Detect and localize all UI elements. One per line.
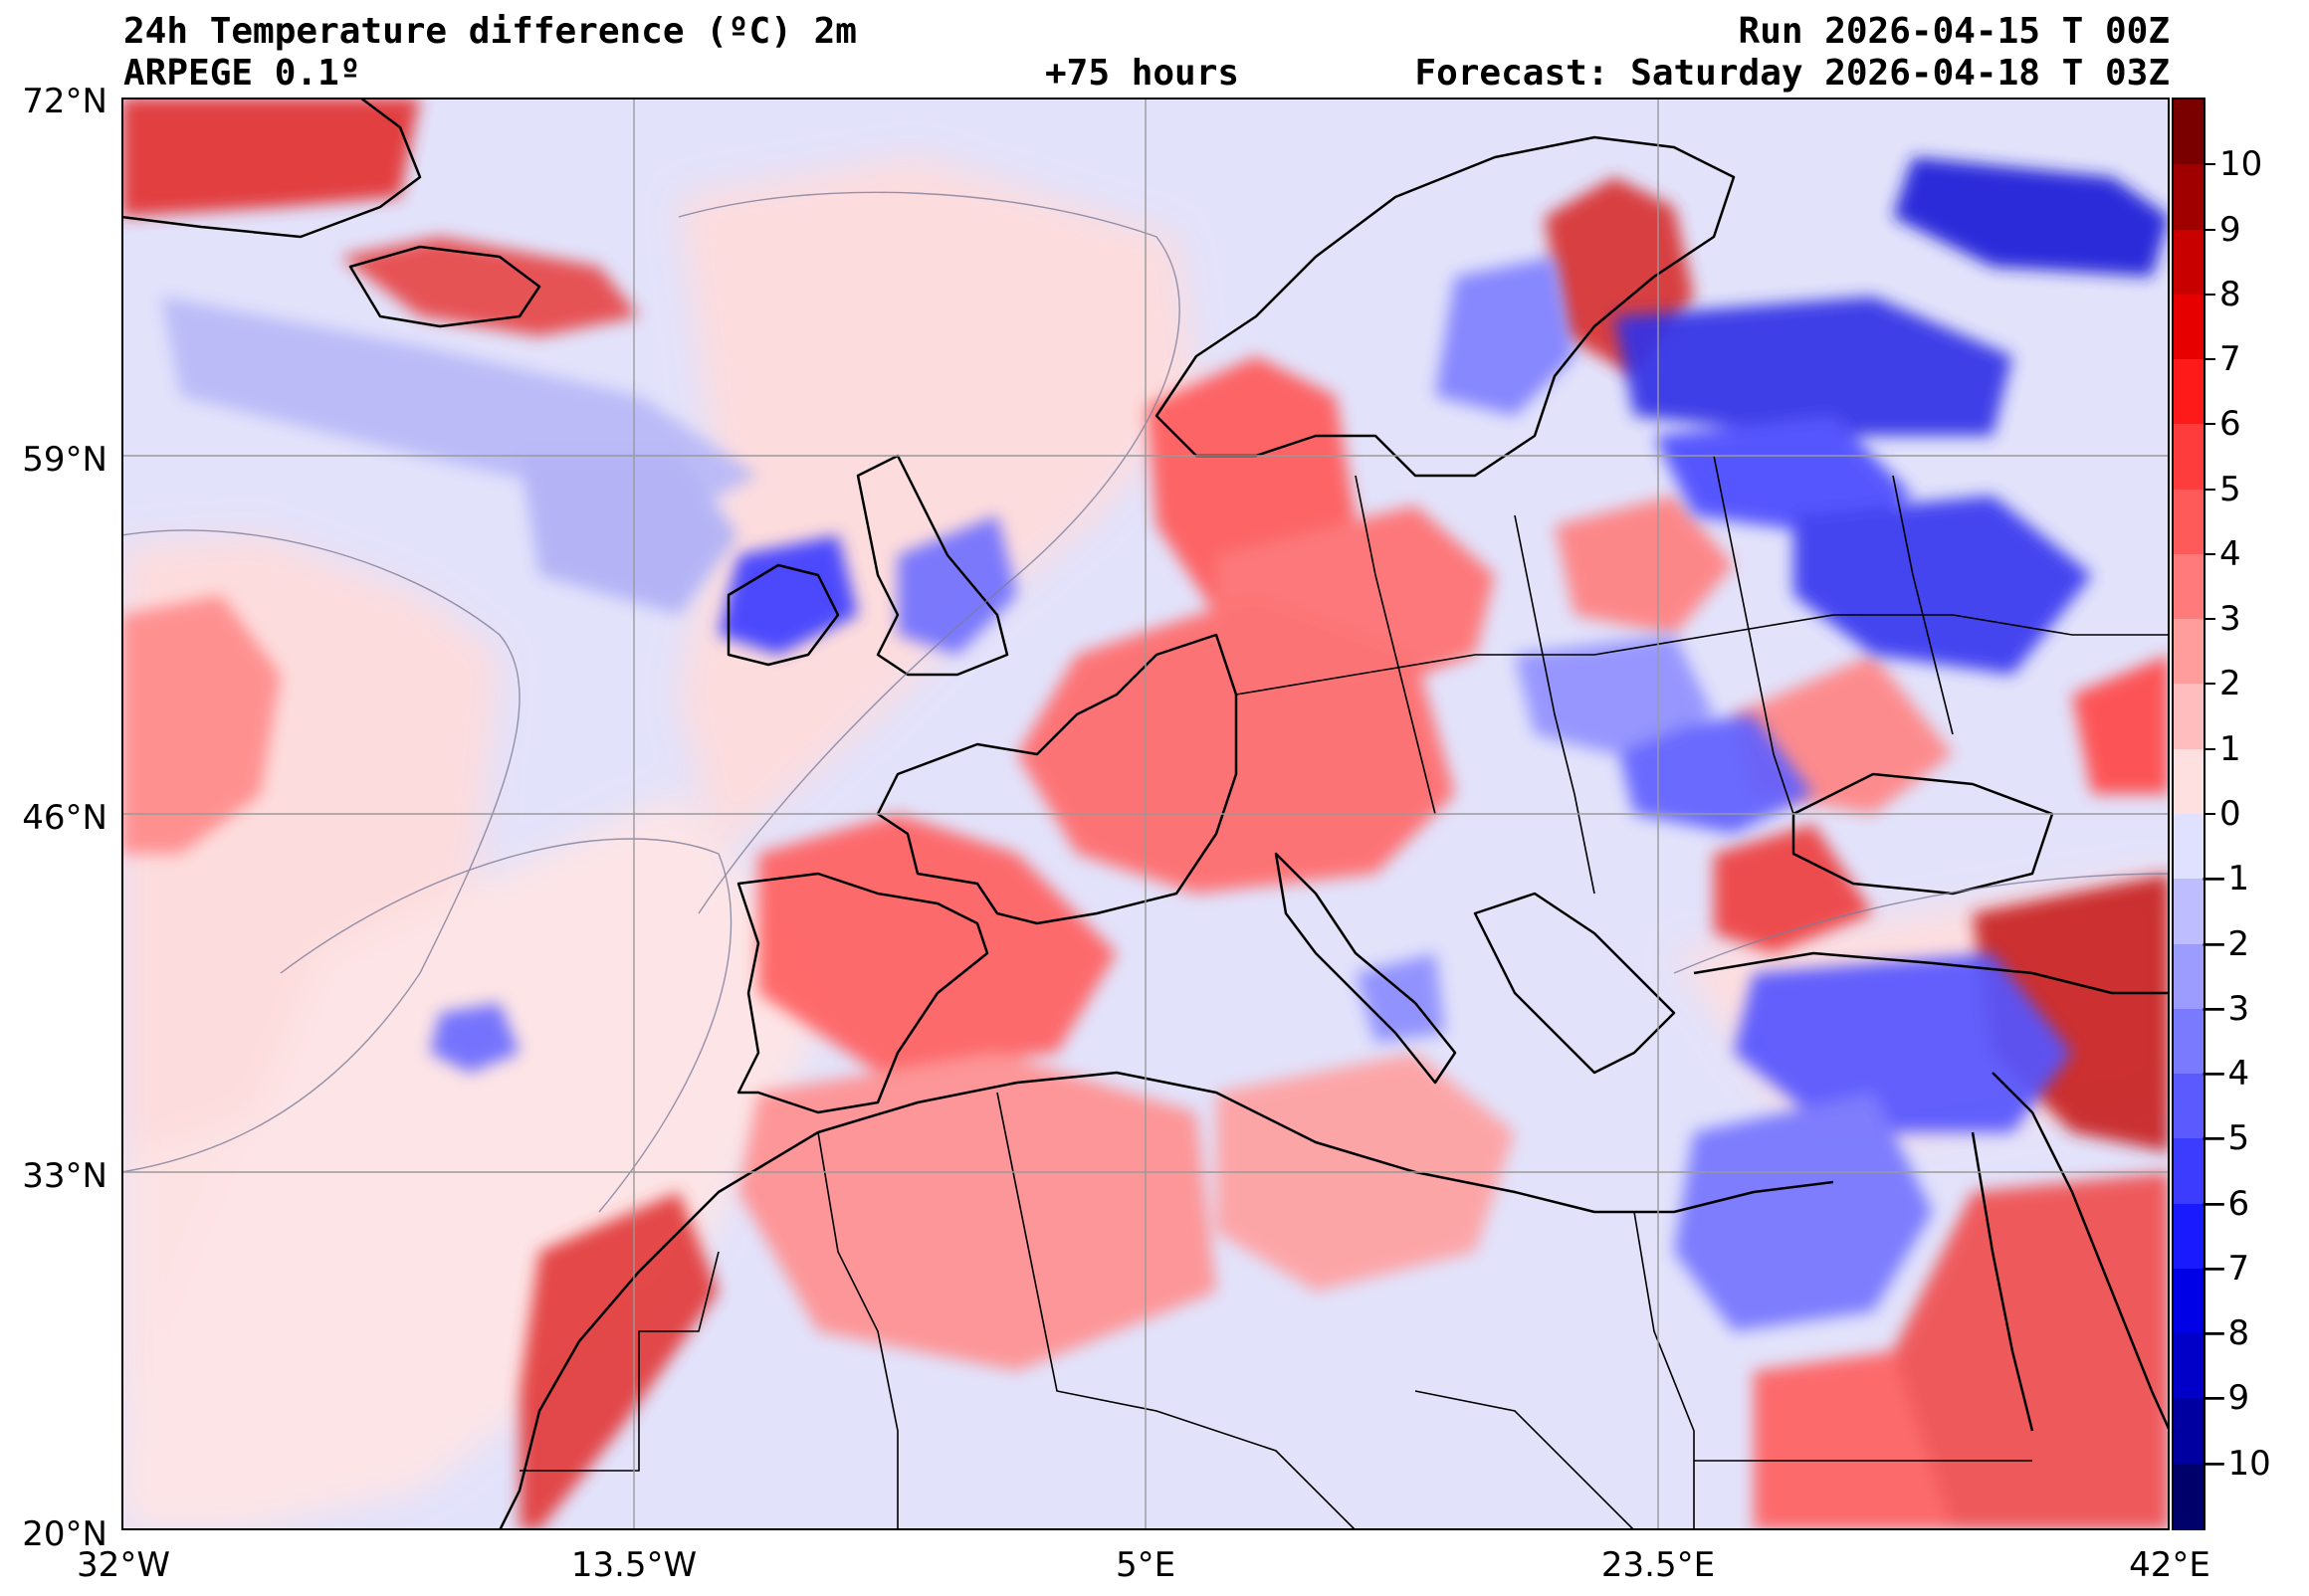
colorbar-label: 2 [2219,664,2241,704]
colorbar-segment [2174,100,2204,166]
colorbar-segment [2174,424,2204,491]
model-label: ARPEGE 0.1º [123,53,361,94]
colorbar-label: 6 [2219,404,2241,445]
lat-label-20: 20°N [22,1514,107,1554]
colorbar-segment [2174,1008,2204,1076]
colorbar-label: 8 [2219,274,2241,314]
colorbar-label: 4 [2219,533,2241,574]
colorbar-segment [2174,1138,2204,1205]
lat-label-33: 33°N [22,1156,107,1196]
colorbar-segment [2174,1074,2204,1140]
colorbar-segment [2174,748,2204,815]
temperature-map [121,98,2170,1530]
colorbar-segment [2174,489,2204,555]
colorbar-tick [2205,878,2215,881]
colorbar-tick [2205,747,2215,750]
colorbar-tick [2205,942,2215,945]
colorbar-label: 1 [2219,728,2241,769]
colorbar-segment [2174,1268,2204,1335]
colorbar-tick [2205,618,2215,621]
graticule [121,98,2170,1530]
lat-label-46: 46°N [22,798,107,838]
colorbar-label: 5 [2219,469,2241,509]
colorbar-segment [2174,294,2204,361]
contour-lines [121,191,2170,1213]
colorbar-segment [2174,619,2204,686]
lon-label-42e: 42°E [2129,1545,2210,1585]
colorbar-tick [2205,1202,2215,1205]
colorbar-tick [2205,813,2215,815]
colorbar-segment [2174,359,2204,426]
lead-time-label: +75 hours [1045,53,1240,94]
lat-label-72: 72°N [22,82,107,121]
colorbar-segment [2174,684,2204,750]
colorbar [2172,98,2205,1530]
colorbar-label: 10 [2219,144,2263,185]
lat-label-59: 59°N [22,440,107,480]
colorbar-label: −10 [2200,1443,2271,1484]
map-svg [121,98,2170,1530]
colorbar-label: −1 [2200,859,2250,899]
colorbar-segment [2174,1203,2204,1270]
colorbar-tick [2205,293,2215,296]
colorbar-label: 3 [2219,599,2241,640]
colorbar-label: −8 [2200,1313,2250,1354]
colorbar-label: −3 [2200,988,2250,1029]
colorbar-label: −5 [2200,1118,2250,1159]
colorbar-tick [2205,163,2215,166]
colorbar-segment [2174,1463,2204,1529]
colorbar-segment [2174,1333,2204,1400]
colorbar-label: −6 [2200,1183,2250,1224]
coastlines [121,98,2170,1530]
lon-label-32w: 32°W [77,1545,170,1585]
colorbar-label: −4 [2200,1054,2250,1095]
lon-label-13-5w: 13.5°W [570,1545,698,1585]
colorbar-tick [2205,1397,2215,1400]
colorbar-label: 7 [2219,339,2241,380]
run-label: Run 2026-04-15 T 00Z [1738,11,2170,52]
colorbar-tick [2205,488,2215,491]
colorbar-tick [2205,1332,2215,1335]
lon-label-23-5e: 23.5°E [1600,1545,1716,1585]
colorbar-label: 0 [2219,794,2241,834]
colorbar-tick [2205,683,2215,686]
colorbar-label: 9 [2219,209,2241,250]
title-left: 24h Temperature difference (ºC) 2m [123,11,857,52]
colorbar-label: −7 [2200,1248,2250,1289]
colorbar-segment [2174,553,2204,621]
colorbar-tick [2205,1267,2215,1270]
colorbar-segment [2174,229,2204,296]
colorbar-tick [2205,1462,2215,1465]
colorbar-segment [2174,164,2204,231]
colorbar-tick [2205,1073,2215,1076]
map-border [121,98,2170,1530]
forecast-label: Forecast: Saturday 2026-04-18 T 03Z [1414,53,2170,94]
lon-label-5e: 5°E [1115,1545,1176,1585]
colorbar-tick [2205,358,2215,361]
colorbar-tick [2205,228,2215,231]
colorbar-segment [2174,879,2204,945]
colorbar-segment [2174,943,2204,1010]
colorbar-tick [2205,423,2215,426]
colorbar-label: −9 [2200,1378,2250,1419]
colorbar-segment [2174,814,2204,881]
country-borders [520,455,2170,1530]
colorbar-tick [2205,1137,2215,1140]
colorbar-tick [2205,552,2215,555]
colorbar-segment [2174,1398,2204,1465]
colorbar-label: −2 [2200,923,2250,964]
colorbar-tick [2205,1007,2215,1010]
